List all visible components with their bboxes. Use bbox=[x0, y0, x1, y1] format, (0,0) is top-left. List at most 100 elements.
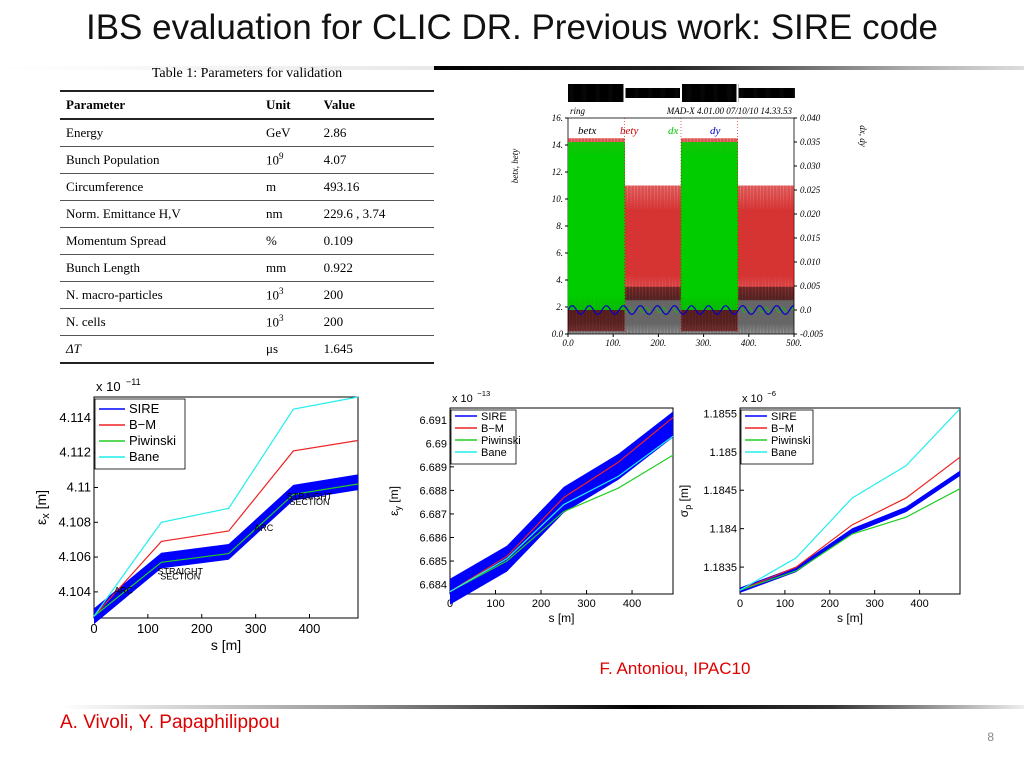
lattice-element bbox=[771, 88, 774, 98]
lattice-strip bbox=[568, 82, 795, 104]
cell-unit: μs bbox=[260, 335, 318, 364]
lattice-gap bbox=[623, 84, 626, 104]
lattice-element bbox=[626, 88, 628, 98]
legend-box bbox=[450, 409, 517, 465]
y-left-tick-label: 0.0 bbox=[552, 329, 564, 339]
lattice-element bbox=[641, 88, 644, 98]
lattice-element bbox=[602, 84, 604, 102]
lattice-element bbox=[708, 84, 710, 102]
lattice-element bbox=[570, 84, 572, 102]
unit-exponent: 9 bbox=[279, 151, 284, 162]
lattice-element bbox=[758, 88, 760, 98]
cell-unit: GeV bbox=[260, 119, 318, 147]
y-tick-label: 4.112 bbox=[59, 445, 91, 460]
lattice-element bbox=[763, 88, 765, 98]
lattice-element bbox=[607, 84, 609, 102]
cell-unit: 109 bbox=[260, 146, 318, 174]
bottom-rule bbox=[60, 705, 1024, 709]
lattice-element bbox=[769, 88, 771, 98]
lattice-element bbox=[784, 88, 786, 98]
lattice-element bbox=[597, 84, 599, 102]
y-right-tick-label: 0.0 bbox=[800, 305, 812, 315]
lattice-element bbox=[787, 88, 789, 98]
unit-base: μs bbox=[266, 341, 279, 356]
x-axis-label: s [m] bbox=[837, 611, 863, 625]
legend-entry: Piwinski bbox=[481, 435, 521, 447]
lattice-element bbox=[694, 84, 697, 102]
cell-parameter: Momentum Spread bbox=[60, 227, 260, 255]
lattice-element bbox=[586, 84, 589, 102]
lattice-element bbox=[717, 84, 720, 102]
x-tick-label: 0 bbox=[90, 621, 97, 636]
lattice-element bbox=[572, 84, 574, 102]
x-tick-label: 200. bbox=[651, 338, 667, 348]
y-right-tick-label: 0.020 bbox=[800, 209, 821, 219]
legend-entry: Bane bbox=[771, 447, 797, 459]
unit-base: nm bbox=[266, 206, 283, 221]
lattice-element bbox=[702, 84, 704, 102]
lattice-element bbox=[670, 88, 673, 98]
unit-base: % bbox=[266, 233, 277, 248]
lattice-element bbox=[632, 88, 634, 98]
y-tick-label: 1.1835 bbox=[703, 562, 737, 574]
cell-unit: 103 bbox=[260, 281, 318, 309]
exponent-label: x 10 bbox=[452, 393, 473, 405]
x-tick-label: 500. bbox=[786, 338, 802, 348]
lattice-element bbox=[733, 84, 735, 102]
lattice-element bbox=[625, 88, 627, 98]
lattice-element bbox=[659, 88, 661, 98]
cell-parameter: Norm. Emittance H,V bbox=[60, 200, 260, 228]
cell-unit: m bbox=[260, 173, 318, 201]
lattice-element bbox=[591, 84, 594, 102]
exponent-label: x 10 bbox=[742, 393, 763, 405]
lattice-element bbox=[593, 84, 596, 102]
cell-value: 0.922 bbox=[317, 254, 434, 282]
page-number: 8 bbox=[987, 730, 994, 744]
exponent-power: −6 bbox=[767, 389, 776, 398]
lattice-element bbox=[610, 84, 612, 102]
y-right-tick-label: 0.005 bbox=[800, 281, 821, 291]
lattice-element bbox=[650, 88, 652, 98]
series-line-piwinski bbox=[739, 488, 961, 591]
x-tick-label: 400. bbox=[741, 338, 757, 348]
lattice-element bbox=[724, 84, 727, 102]
lattice-element bbox=[665, 88, 668, 98]
lattice-element bbox=[757, 88, 759, 98]
lattice-element bbox=[689, 84, 691, 102]
y-tick-label: 4.104 bbox=[58, 584, 91, 599]
lattice-element bbox=[606, 84, 608, 102]
y-tick-label: 4.106 bbox=[58, 549, 91, 564]
lattice-element bbox=[658, 88, 660, 98]
lattice-element bbox=[660, 88, 662, 98]
lattice-element bbox=[642, 88, 645, 98]
cell-value: 4.07 bbox=[317, 146, 434, 174]
unit-base: 10 bbox=[266, 287, 279, 303]
table-row: ΔT μs 1.645 bbox=[60, 335, 434, 364]
unit-exponent: 3 bbox=[279, 286, 284, 297]
series-line-piwinski bbox=[449, 454, 674, 593]
cell-parameter: Energy bbox=[60, 119, 260, 147]
y-tick-label: 6.689 bbox=[419, 462, 447, 474]
table-row: N. macro-particles 103 200 bbox=[60, 281, 434, 309]
y-right-axis-label: dx, dy bbox=[858, 125, 868, 147]
y-right-tick-label: 0.010 bbox=[800, 257, 821, 267]
y-label-subscript: y bbox=[393, 506, 403, 511]
lattice-element bbox=[767, 88, 769, 98]
lattice-element bbox=[754, 88, 756, 98]
series-line-bm bbox=[93, 439, 359, 617]
y-tick-label: 6.691 bbox=[419, 415, 447, 427]
lattice-element bbox=[587, 84, 590, 102]
lattice-element bbox=[700, 84, 702, 102]
cell-unit: 103 bbox=[260, 308, 318, 336]
unit-base: mm bbox=[266, 260, 287, 275]
y-left-tick-label: 8. bbox=[556, 221, 563, 231]
y-right-label-group: dx, dy bbox=[858, 125, 868, 147]
lattice-element bbox=[612, 84, 615, 102]
y-label-unit: [m] bbox=[387, 486, 401, 506]
lattice-element bbox=[592, 84, 595, 102]
lattice-element bbox=[609, 84, 611, 102]
cell-parameter: N. cells bbox=[60, 308, 260, 336]
lattice-element bbox=[596, 84, 598, 102]
y-tick-label: 4.108 bbox=[58, 514, 91, 529]
lattice-element bbox=[759, 88, 761, 98]
